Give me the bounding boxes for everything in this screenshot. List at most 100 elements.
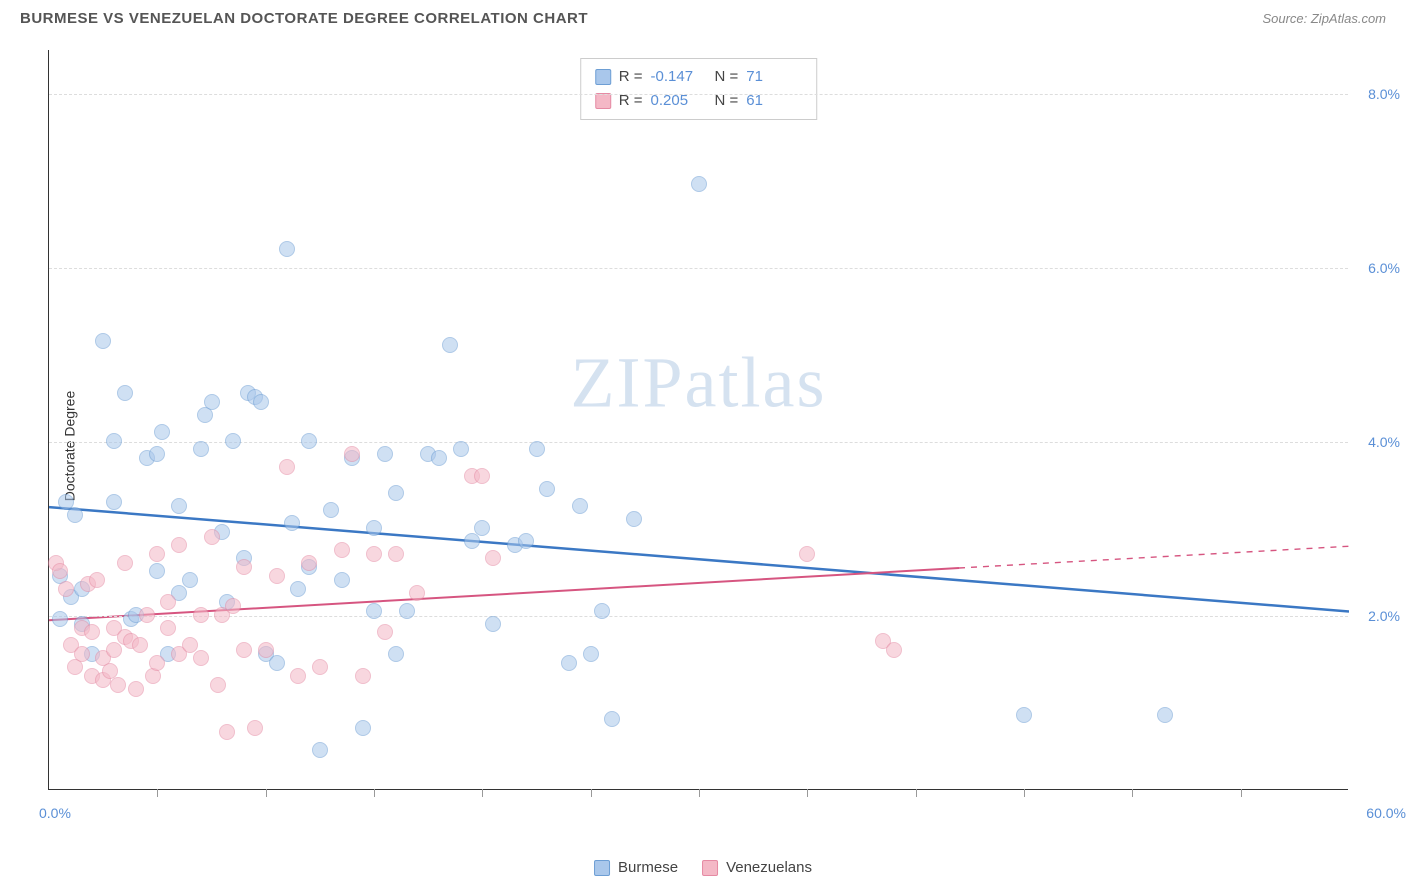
trend-lines <box>49 50 1349 790</box>
point-venezuelan <box>219 724 235 740</box>
point-venezuelan <box>106 642 122 658</box>
point-burmese <box>583 646 599 662</box>
point-venezuelan <box>886 642 902 658</box>
x-tick <box>807 789 808 797</box>
point-burmese <box>154 424 170 440</box>
y-tick-label: 6.0% <box>1368 260 1400 276</box>
r-label: R = <box>619 65 643 89</box>
point-burmese <box>355 720 371 736</box>
bottom-legend: Burmese Venezuelans <box>594 859 812 876</box>
point-burmese <box>399 603 415 619</box>
x-tick <box>916 789 917 797</box>
watermark-atlas: atlas <box>685 342 827 422</box>
n-label: N = <box>715 65 739 89</box>
r-value-burmese: -0.147 <box>651 65 707 89</box>
legend-item-burmese: Burmese <box>594 859 678 876</box>
point-burmese <box>67 507 83 523</box>
point-venezuelan <box>84 624 100 640</box>
point-venezuelan <box>312 659 328 675</box>
stats-legend-box: R = -0.147 N = 71 R = 0.205 N = 61 <box>580 58 818 120</box>
x-axis-start-label: 0.0% <box>39 805 71 821</box>
point-burmese <box>312 742 328 758</box>
point-venezuelan <box>269 568 285 584</box>
x-tick <box>374 789 375 797</box>
point-burmese <box>106 433 122 449</box>
legend-label-venezuelan: Venezuelans <box>726 859 812 876</box>
swatch-venezuelan-icon <box>595 93 611 109</box>
point-venezuelan <box>334 542 350 558</box>
point-burmese <box>572 498 588 514</box>
point-burmese <box>323 502 339 518</box>
point-burmese <box>182 572 198 588</box>
point-venezuelan <box>89 572 105 588</box>
point-burmese <box>117 385 133 401</box>
point-venezuelan <box>799 546 815 562</box>
plot-area: ZIPatlas R = -0.147 N = 71 R = 0.205 N =… <box>48 50 1348 790</box>
point-venezuelan <box>74 646 90 662</box>
point-burmese <box>518 533 534 549</box>
point-venezuelan <box>58 581 74 597</box>
point-burmese <box>442 337 458 353</box>
point-burmese <box>539 481 555 497</box>
gridline <box>49 94 1348 95</box>
point-burmese <box>301 433 317 449</box>
point-burmese <box>193 441 209 457</box>
point-venezuelan <box>132 637 148 653</box>
watermark-zip: ZIP <box>571 342 685 422</box>
watermark: ZIPatlas <box>571 341 827 424</box>
x-tick <box>1024 789 1025 797</box>
point-venezuelan <box>301 555 317 571</box>
point-burmese <box>269 655 285 671</box>
point-burmese <box>334 572 350 588</box>
point-venezuelan <box>236 642 252 658</box>
point-venezuelan <box>355 668 371 684</box>
point-burmese <box>171 498 187 514</box>
point-venezuelan <box>193 607 209 623</box>
point-venezuelan <box>117 555 133 571</box>
point-burmese <box>284 515 300 531</box>
x-tick <box>1132 789 1133 797</box>
legend-item-venezuelan: Venezuelans <box>702 859 812 876</box>
point-venezuelan <box>171 537 187 553</box>
point-venezuelan <box>225 598 241 614</box>
point-venezuelan <box>247 720 263 736</box>
point-burmese <box>464 533 480 549</box>
point-venezuelan <box>279 459 295 475</box>
point-venezuelan <box>485 550 501 566</box>
point-burmese <box>529 441 545 457</box>
point-venezuelan <box>236 559 252 575</box>
x-tick <box>1241 789 1242 797</box>
point-venezuelan <box>128 681 144 697</box>
n-value-burmese: 71 <box>746 65 802 89</box>
point-burmese <box>279 241 295 257</box>
point-burmese <box>485 616 501 632</box>
point-burmese <box>594 603 610 619</box>
point-venezuelan <box>160 620 176 636</box>
point-burmese <box>52 611 68 627</box>
point-venezuelan <box>409 585 425 601</box>
point-venezuelan <box>377 624 393 640</box>
point-venezuelan <box>110 677 126 693</box>
point-burmese <box>204 394 220 410</box>
point-burmese <box>453 441 469 457</box>
point-venezuelan <box>474 468 490 484</box>
point-venezuelan <box>210 677 226 693</box>
chart-container: ZIPatlas R = -0.147 N = 71 R = 0.205 N =… <box>48 50 1388 830</box>
x-tick <box>482 789 483 797</box>
point-venezuelan <box>388 546 404 562</box>
point-venezuelan <box>149 546 165 562</box>
point-burmese <box>225 433 241 449</box>
legend-swatch-burmese-icon <box>594 860 610 876</box>
point-burmese <box>149 446 165 462</box>
point-burmese <box>377 446 393 462</box>
x-tick <box>157 789 158 797</box>
x-tick <box>266 789 267 797</box>
point-burmese <box>95 333 111 349</box>
legend-swatch-venezuelan-icon <box>702 860 718 876</box>
point-burmese <box>1016 707 1032 723</box>
gridline <box>49 442 1348 443</box>
point-venezuelan <box>290 668 306 684</box>
stats-row-burmese: R = -0.147 N = 71 <box>595 65 803 89</box>
point-venezuelan <box>52 563 68 579</box>
y-tick-label: 8.0% <box>1368 86 1400 102</box>
